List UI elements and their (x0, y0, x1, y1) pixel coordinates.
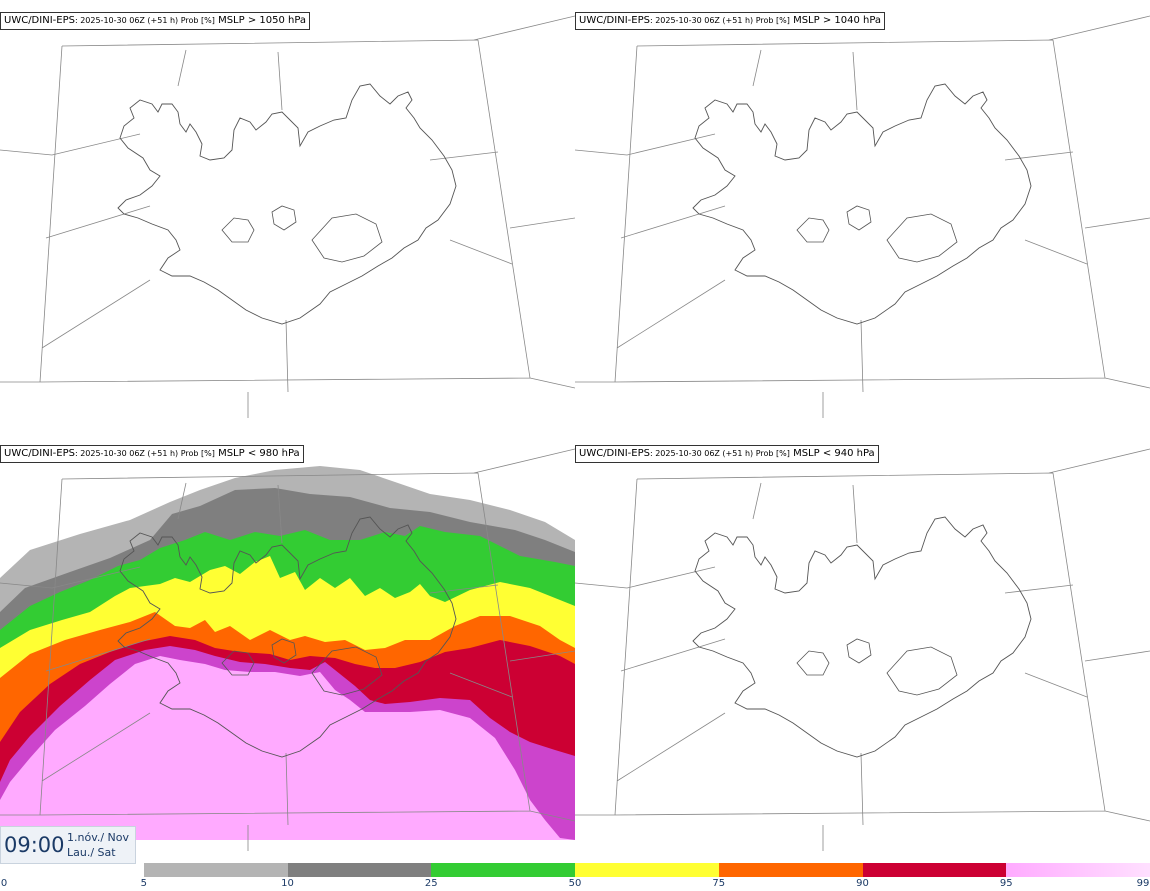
glacier-outline (846, 205, 872, 231)
panel-title: UWC/DINI-EPS: 2025-10-30 06Z (+51 h) Pro… (0, 445, 304, 463)
glacier-outline (311, 213, 383, 263)
iceland-coastline (117, 83, 457, 325)
panel-title: UWC/DINI-EPS: 2025-10-30 06Z (+51 h) Pro… (575, 445, 879, 463)
valid-time: 09:00 (4, 833, 65, 857)
colorbar-tick-label: 99 (1136, 878, 1150, 889)
glacier-outline (846, 638, 872, 664)
valid-date-line2: Lau./ Sat (67, 846, 116, 859)
graticule-lines (0, 448, 575, 851)
run-info: : 2025-10-30 06Z (+51 h) Prob [%] (649, 449, 790, 458)
model-name: UWC/DINI-EPS (579, 15, 650, 26)
colorbar-segment-90-95 (862, 863, 1008, 877)
glacier-outline (271, 638, 297, 664)
glacier-outline (311, 646, 383, 696)
probability-band-7 (0, 656, 575, 840)
iceland-coastline (117, 516, 457, 758)
panel-title: UWC/DINI-EPS: 2025-10-30 06Z (+51 h) Pro… (575, 12, 886, 30)
colorbar-tick-label: 50 (568, 878, 582, 889)
map-panel-mslp-lt-940: UWC/DINI-EPS: 2025-10-30 06Z (+51 h) Pro… (575, 433, 1150, 866)
colorbar-tick-label: 90 (856, 878, 869, 889)
colorbar-tick-label: 5 (140, 878, 147, 889)
colorbar-tick-label: 95 (999, 878, 1013, 889)
threshold-label: MSLP > 1040 hPa (793, 15, 882, 26)
graticule-lines (575, 15, 1150, 418)
model-name: UWC/DINI-EPS (4, 448, 75, 459)
colorbar-tick-label: 10 (281, 878, 294, 889)
colorbar-segment-50-75 (575, 863, 720, 877)
colorbar-segment-10-25 (287, 863, 433, 877)
glacier-outline (796, 650, 830, 676)
glacier-outline (221, 650, 255, 676)
threshold-label: MSLP < 980 hPa (218, 448, 300, 459)
colorbar-segment-95-99 (1006, 863, 1150, 877)
glacier-outline (271, 205, 297, 231)
glacier-outline (886, 646, 958, 696)
valid-time-box: 09:00 1.nóv./ Nov Lau./ Sat (0, 826, 136, 864)
glacier-outline (796, 217, 830, 243)
iceland-coastline (692, 83, 1032, 325)
map-canvas (575, 15, 1150, 418)
probability-colorbar: 0 5 10 25 50 75 90 95 99 (0, 862, 1150, 891)
colorbar-tick-label: 25 (424, 878, 438, 889)
threshold-label: MSLP > 1050 hPa (218, 15, 307, 26)
threshold-label: MSLP < 940 hPa (793, 448, 875, 459)
map-canvas (575, 448, 1150, 851)
run-info: : 2025-10-30 06Z (+51 h) Prob [%] (649, 16, 790, 25)
graticule-lines (0, 15, 575, 418)
run-info: : 2025-10-30 06Z (+51 h) Prob [%] (74, 16, 215, 25)
colorbar-segment-5-10 (143, 863, 289, 877)
map-panel-mslp-lt-980: UWC/DINI-EPS: 2025-10-30 06Z (+51 h) Pro… (0, 433, 575, 866)
map-panel-mslp-gt-1040: UWC/DINI-EPS: 2025-10-30 06Z (+51 h) Pro… (575, 0, 1150, 433)
model-name: UWC/DINI-EPS (4, 15, 75, 26)
run-info: : 2025-10-30 06Z (+51 h) Prob [%] (74, 449, 215, 458)
colorbar-tick-label: 75 (712, 878, 726, 889)
iceland-coastline (692, 516, 1032, 758)
model-name: UWC/DINI-EPS (579, 448, 650, 459)
panel-title: UWC/DINI-EPS: 2025-10-30 06Z (+51 h) Pro… (0, 12, 311, 30)
glacier-outline (221, 217, 255, 243)
valid-date-line1: 1.nóv./ Nov (67, 831, 130, 844)
colorbar-segment-75-90 (718, 863, 864, 877)
map-canvas (0, 448, 575, 851)
colorbar-tick-label: 0 (0, 878, 8, 889)
colorbar-segment-0-5 (0, 863, 145, 877)
map-panel-mslp-gt-1050: UWC/DINI-EPS: 2025-10-30 06Z (+51 h) Pro… (0, 0, 575, 433)
glacier-outline (886, 213, 958, 263)
map-canvas (0, 15, 575, 418)
graticule-lines (575, 448, 1150, 851)
colorbar-segment-25-50 (431, 863, 576, 877)
